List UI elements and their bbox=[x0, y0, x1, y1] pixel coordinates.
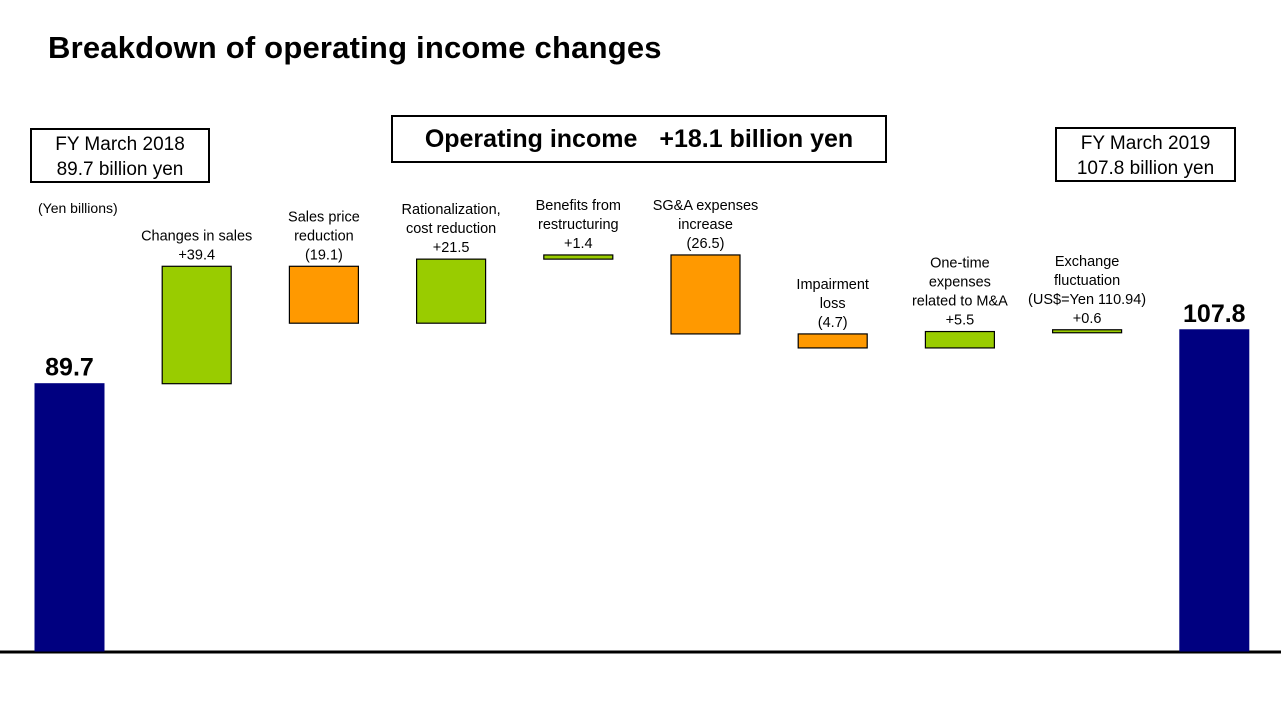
total-bar bbox=[34, 383, 105, 652]
step-label-line: fluctuation bbox=[1054, 273, 1120, 289]
end-total-period: FY March 2019 bbox=[1080, 133, 1211, 154]
step-label-line: Changes in sales bbox=[141, 228, 252, 244]
summary-label: Operating income bbox=[424, 125, 638, 153]
increase-bar bbox=[416, 258, 487, 324]
step-label-line: increase bbox=[678, 217, 733, 233]
total-value-label: 89.7 bbox=[45, 354, 94, 382]
step-label: Exchange fluctuation (US$=Yen 110.94) +0.6 bbox=[1028, 254, 1146, 327]
end-total-box: FY March 2019 107.8 billion yen bbox=[1055, 127, 1236, 182]
decrease-bar bbox=[288, 265, 359, 324]
step-label-line: (4.7) bbox=[818, 315, 848, 331]
step-label: Benefits from restructuring +1.4 bbox=[536, 198, 621, 252]
step-label-line: SG&A expenses bbox=[653, 198, 759, 214]
step-label-line: +0.6 bbox=[1073, 311, 1102, 327]
step-label-line: (26.5) bbox=[687, 236, 725, 252]
increase-bar bbox=[1051, 329, 1123, 334]
increase-bar bbox=[543, 254, 614, 260]
start-total-box: FY March 2018 89.7 billion yen bbox=[30, 128, 210, 183]
total-bar bbox=[1179, 329, 1250, 652]
start-total-amount: 89.7 billion yen bbox=[56, 159, 184, 180]
step-label-line: cost reduction bbox=[406, 221, 496, 237]
step-label-line: loss bbox=[820, 296, 846, 312]
step-label-line: (US$=Yen 110.94) bbox=[1028, 292, 1146, 308]
step-label-line: Exchange bbox=[1055, 254, 1120, 270]
step-label-line: reduction bbox=[294, 228, 354, 244]
end-total-amount: 107.8 billion yen bbox=[1076, 158, 1215, 179]
decrease-bar bbox=[797, 333, 868, 349]
step-label-line: +39.4 bbox=[178, 247, 215, 263]
unit-note: (Yen billions) bbox=[38, 200, 118, 216]
decrease-bar bbox=[670, 254, 741, 335]
step-label: Changes in sales +39.4 bbox=[141, 228, 252, 263]
summary-value: +18.1 billion yen bbox=[659, 125, 854, 153]
step-label: One-time expenses related to M&A +5.5 bbox=[912, 256, 1008, 329]
step-label-line: restructuring bbox=[538, 217, 619, 233]
increase-bar bbox=[161, 265, 232, 385]
step-label-line: (19.1) bbox=[305, 247, 343, 263]
summary-box: Operating income +18.1 billion yen bbox=[391, 115, 887, 163]
step-label-line: +1.4 bbox=[564, 236, 593, 252]
step-label: SG&A expenses increase (26.5) bbox=[653, 198, 759, 252]
step-label-line: related to M&A bbox=[912, 294, 1008, 310]
step-label-line: Impairment bbox=[796, 277, 869, 293]
step-label: Rationalization, cost reduction +21.5 bbox=[402, 202, 501, 256]
step-label-line: Benefits from bbox=[536, 198, 621, 214]
step-label-line: One-time bbox=[930, 256, 990, 272]
total-value-label: 107.8 bbox=[1183, 300, 1246, 328]
step-label-line: Sales price bbox=[288, 209, 360, 225]
step-label-line: Rationalization, bbox=[402, 202, 501, 218]
start-total-period: FY March 2018 bbox=[55, 134, 185, 155]
page-title: Breakdown of operating income changes bbox=[48, 30, 662, 65]
step-label-line: +5.5 bbox=[946, 313, 975, 329]
step-label: Impairment loss (4.7) bbox=[796, 277, 869, 331]
increase-bar bbox=[924, 330, 996, 349]
step-label: Sales price reduction (19.1) bbox=[288, 209, 360, 263]
step-label-line: +21.5 bbox=[433, 240, 470, 256]
step-label-line: expenses bbox=[929, 275, 991, 291]
